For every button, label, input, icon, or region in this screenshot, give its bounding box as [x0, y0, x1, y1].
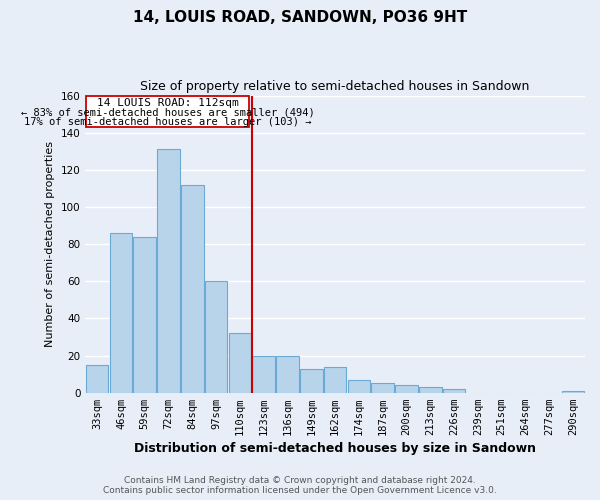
Text: Contains HM Land Registry data © Crown copyright and database right 2024.
Contai: Contains HM Land Registry data © Crown c…: [103, 476, 497, 495]
Bar: [276, 356, 299, 393]
Text: ← 83% of semi-detached houses are smaller (494): ← 83% of semi-detached houses are smalle…: [21, 108, 314, 118]
Bar: [110, 233, 132, 392]
Bar: [371, 384, 394, 392]
Bar: [324, 366, 346, 392]
Text: 14, LOUIS ROAD, SANDOWN, PO36 9HT: 14, LOUIS ROAD, SANDOWN, PO36 9HT: [133, 10, 467, 25]
Text: 17% of semi-detached houses are larger (103) →: 17% of semi-detached houses are larger (…: [24, 117, 311, 127]
Bar: [300, 368, 323, 392]
FancyBboxPatch shape: [86, 96, 250, 127]
Bar: [253, 356, 275, 393]
Y-axis label: Number of semi-detached properties: Number of semi-detached properties: [45, 141, 55, 347]
X-axis label: Distribution of semi-detached houses by size in Sandown: Distribution of semi-detached houses by …: [134, 442, 536, 455]
Bar: [229, 334, 251, 392]
Bar: [86, 365, 109, 392]
Bar: [181, 184, 203, 392]
Bar: [562, 391, 584, 392]
Bar: [347, 380, 370, 392]
Bar: [419, 387, 442, 392]
Bar: [133, 236, 156, 392]
Bar: [205, 282, 227, 393]
Text: 14 LOUIS ROAD: 112sqm: 14 LOUIS ROAD: 112sqm: [97, 98, 238, 108]
Bar: [443, 389, 466, 392]
Bar: [395, 386, 418, 392]
Bar: [157, 150, 180, 392]
Title: Size of property relative to semi-detached houses in Sandown: Size of property relative to semi-detach…: [140, 80, 530, 93]
